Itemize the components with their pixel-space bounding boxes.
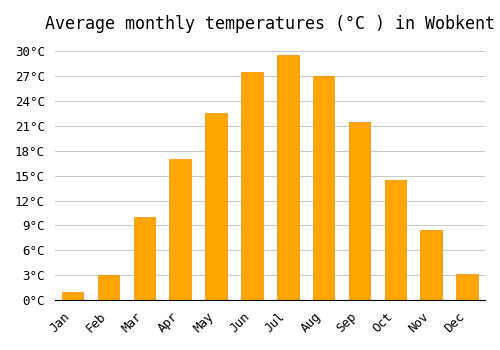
Bar <box>420 230 442 300</box>
Bar <box>456 274 478 300</box>
Bar <box>241 72 262 300</box>
Bar <box>277 55 298 300</box>
Bar <box>313 76 334 300</box>
Title: Average monthly temperatures (°C ) in Wobkent: Average monthly temperatures (°C ) in Wo… <box>45 15 495 33</box>
Bar <box>206 113 227 300</box>
Bar <box>98 275 120 300</box>
Bar <box>62 292 84 300</box>
Bar <box>348 122 370 300</box>
Bar <box>384 180 406 300</box>
Bar <box>134 217 155 300</box>
Bar <box>170 159 191 300</box>
